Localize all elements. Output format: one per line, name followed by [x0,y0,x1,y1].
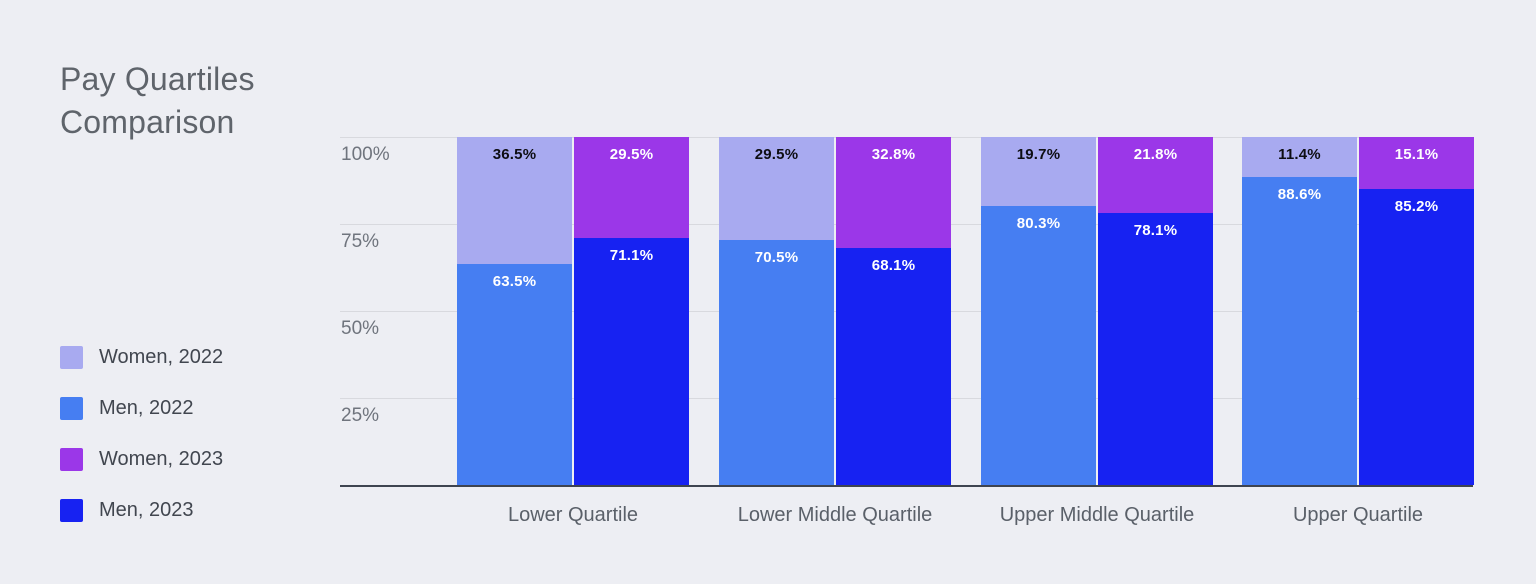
legend-item: Men, 2023 [60,498,223,522]
legend-swatch-icon [60,345,83,369]
chart-title: Pay Quartiles Comparison [60,61,255,140]
segment-value-label: 11.4% [1278,146,1321,163]
bar-segment-men-2023: 71.1% [574,237,689,485]
bar-segment-men-2023: 78.1% [1098,213,1213,485]
legend-item: Men, 2022 [60,396,223,420]
bar-segment-women-2023: 29.5% [574,137,689,238]
stacked-bar-2023: 32.8% 68.1% [836,137,951,485]
stacked-bar-2022: 29.5% 70.5% [719,137,834,485]
legend: Women, 2022 Men, 2022 Women, 2023 Men, 2023 [60,345,223,549]
stacked-bar-2022: 19.7% 80.3% [981,137,1096,485]
x-axis-labels: Lower Quartile Lower Middle Quartile Upper… [340,504,1473,564]
y-tick-label: 50% [341,318,380,339]
bar-group: 19.7% 80.3% 21.8% 78.1% [981,137,1213,485]
segment-value-label: 88.6% [1277,185,1322,203]
x-axis-label: Lower Quartile [507,504,639,526]
stacked-bar-2023: 29.5% 71.1% [574,137,689,485]
x-axis-label: Upper Quartile [1292,504,1424,526]
segment-value-label: 19.7% [1016,146,1061,163]
legend-swatch-icon [60,498,83,522]
legend-item-label: Women, 2023 [99,447,224,470]
segment-value-label: 15.1% [1394,146,1439,163]
segment-value-label: 29.5% [754,146,799,163]
bar-group: 36.5% 63.5% 29.5% 71.1% [457,137,689,485]
bar-segment-women-2022: 19.7% [981,137,1096,206]
bar-segment-women-2023: 15.1% [1359,137,1474,189]
bar-segment-women-2022: 11.4% [1242,137,1357,177]
legend-item-label: Women, 2022 [99,345,224,368]
segment-value-label: 80.3% [1016,214,1061,232]
segment-value-label: 63.5% [492,273,537,291]
bar-segment-women-2023: 32.8% [836,137,951,249]
segment-value-label: 71.1% [609,246,654,264]
segment-value-label: 36.5% [492,146,537,163]
bar-segment-men-2023: 85.2% [1359,188,1474,485]
segment-value-label: 29.5% [609,146,654,163]
x-axis-baseline [340,485,1473,487]
x-axis-label: Lower Middle Quartile [737,504,933,526]
legend-swatch-icon [60,447,83,471]
stacked-bar-2022: 11.4% 88.6% [1242,137,1357,485]
stacked-bar-2022: 36.5% 63.5% [457,137,572,485]
legend-item: Women, 2023 [60,447,223,471]
bar-segment-men-2022: 70.5% [719,239,834,485]
bar-segment-women-2022: 29.5% [719,137,834,240]
stacked-bar-2023: 21.8% 78.1% [1098,137,1213,485]
segment-value-label: 85.2% [1394,197,1439,215]
bar-segment-men-2023: 68.1% [836,248,951,485]
bar-segment-women-2023: 21.8% [1098,137,1213,214]
plot-area: 100% 75% 50% 25% 36.5% 63.5% 29.5% 71.1% 29.5% 70… [340,137,1474,487]
segment-value-label: 32.8% [871,146,916,163]
bar-segment-men-2022: 88.6% [1242,176,1357,485]
stacked-bar-2023: 15.1% 85.2% [1359,137,1474,485]
y-tick-label: 100% [341,144,390,165]
segment-value-label: 68.1% [871,257,916,275]
bar-segment-men-2022: 63.5% [457,264,572,485]
legend-item-label: Men, 2022 [99,396,194,419]
bar-group: 29.5% 70.5% 32.8% 68.1% [719,137,951,485]
segment-value-label: 78.1% [1133,222,1178,240]
y-tick-label: 25% [341,405,380,426]
bar-segment-men-2022: 80.3% [981,205,1096,485]
bar-segment-women-2022: 36.5% [457,137,572,265]
legend-item: Women, 2022 [60,345,223,369]
y-tick-label: 75% [341,231,380,252]
legend-swatch-icon [60,396,83,420]
segment-value-label: 21.8% [1133,146,1178,163]
bar-group: 11.4% 88.6% 15.1% 85.2% [1242,137,1474,485]
segment-value-label: 70.5% [754,248,799,266]
legend-item-label: Men, 2023 [99,498,194,521]
x-axis-label: Upper Middle Quartile [999,504,1195,526]
